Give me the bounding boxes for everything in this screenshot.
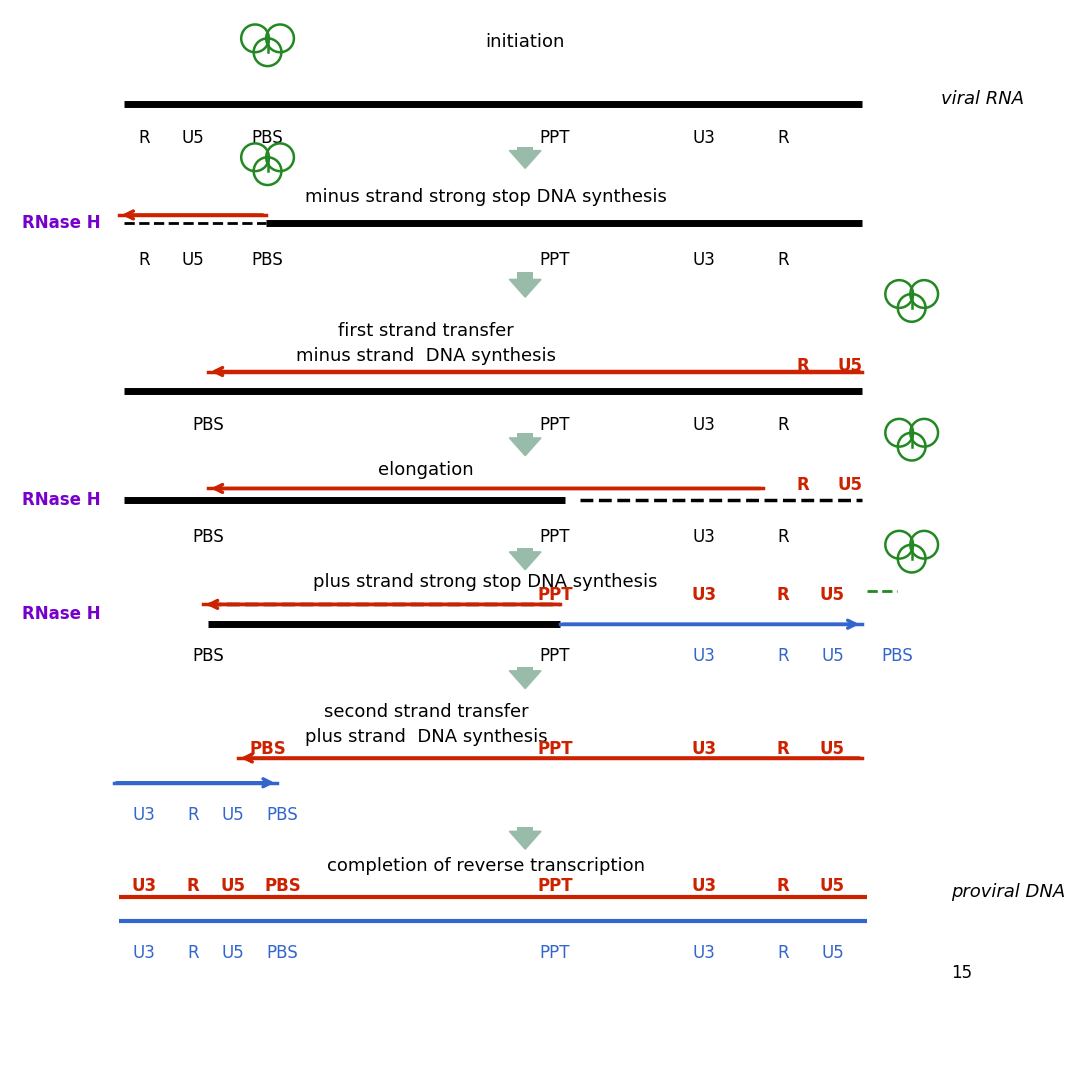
Text: PBS: PBS xyxy=(192,647,224,665)
Bar xyxy=(518,146,533,150)
Polygon shape xyxy=(509,279,541,297)
Text: PBS: PBS xyxy=(192,528,224,546)
Text: R: R xyxy=(778,528,788,546)
Text: R: R xyxy=(138,129,150,147)
Text: U3: U3 xyxy=(692,250,715,268)
Text: PBS: PBS xyxy=(251,250,284,268)
Text: U5: U5 xyxy=(821,944,844,962)
Text: PPT: PPT xyxy=(539,528,570,546)
Bar xyxy=(518,827,533,831)
Text: PPT: PPT xyxy=(537,585,572,604)
Text: R: R xyxy=(188,806,199,824)
Text: PPT: PPT xyxy=(539,647,570,665)
Text: U3: U3 xyxy=(692,129,715,147)
Text: U3: U3 xyxy=(692,416,715,434)
Text: PBS: PBS xyxy=(249,740,286,758)
Text: PPT: PPT xyxy=(539,416,570,434)
Text: U5: U5 xyxy=(838,357,863,375)
Text: PBS: PBS xyxy=(251,129,284,147)
Text: second strand transfer: second strand transfer xyxy=(324,703,529,722)
Polygon shape xyxy=(509,552,541,569)
Bar xyxy=(518,273,533,279)
Text: RNase H: RNase H xyxy=(22,214,100,232)
Text: PBS: PBS xyxy=(881,647,913,665)
Text: R: R xyxy=(796,357,809,375)
Bar xyxy=(518,433,533,438)
Text: minus strand  DNA synthesis: minus strand DNA synthesis xyxy=(296,347,556,365)
Text: 15: 15 xyxy=(951,964,973,982)
Text: U5: U5 xyxy=(182,250,204,268)
Text: U5: U5 xyxy=(182,129,204,147)
Text: U5: U5 xyxy=(820,876,845,895)
Text: U5: U5 xyxy=(222,806,245,824)
Text: R: R xyxy=(778,944,788,962)
Text: RNase H: RNase H xyxy=(22,606,100,623)
Text: RNase H: RNase H xyxy=(22,491,100,509)
Text: plus strand  DNA synthesis: plus strand DNA synthesis xyxy=(305,728,547,746)
Text: PPT: PPT xyxy=(537,740,572,758)
Polygon shape xyxy=(509,831,541,850)
Text: PPT: PPT xyxy=(537,876,572,895)
Bar xyxy=(518,667,533,671)
Text: R: R xyxy=(138,250,150,268)
Text: first strand transfer: first strand transfer xyxy=(339,322,514,340)
Text: U3: U3 xyxy=(691,585,716,604)
Text: U5: U5 xyxy=(838,476,863,494)
Text: viral RNA: viral RNA xyxy=(941,90,1024,108)
Text: U5: U5 xyxy=(221,876,246,895)
Text: completion of reverse transcription: completion of reverse transcription xyxy=(327,857,644,875)
Text: U3: U3 xyxy=(132,806,155,824)
Text: PBS: PBS xyxy=(266,944,298,962)
Text: U5: U5 xyxy=(820,740,845,758)
Text: U3: U3 xyxy=(692,647,715,665)
Text: R: R xyxy=(778,416,788,434)
Text: U3: U3 xyxy=(692,944,715,962)
Text: initiation: initiation xyxy=(486,32,565,50)
Text: R: R xyxy=(188,944,199,962)
Text: U5: U5 xyxy=(222,944,245,962)
Text: PBS: PBS xyxy=(264,876,300,895)
Text: elongation: elongation xyxy=(378,461,474,479)
Text: R: R xyxy=(776,876,790,895)
Text: U3: U3 xyxy=(691,876,716,895)
Text: PPT: PPT xyxy=(539,129,570,147)
Text: PBS: PBS xyxy=(192,416,224,434)
Text: U3: U3 xyxy=(131,876,156,895)
Text: minus strand strong stop DNA synthesis: minus strand strong stop DNA synthesis xyxy=(305,188,666,206)
Text: plus strand strong stop DNA synthesis: plus strand strong stop DNA synthesis xyxy=(313,572,657,591)
Text: PBS: PBS xyxy=(266,806,298,824)
Text: U3: U3 xyxy=(132,944,155,962)
Text: R: R xyxy=(778,129,788,147)
Polygon shape xyxy=(509,438,541,455)
Text: R: R xyxy=(778,250,788,268)
Text: R: R xyxy=(187,876,200,895)
Text: PPT: PPT xyxy=(539,944,570,962)
Text: R: R xyxy=(776,740,790,758)
Polygon shape xyxy=(509,671,541,688)
Text: R: R xyxy=(778,647,788,665)
Polygon shape xyxy=(509,150,541,169)
Text: U5: U5 xyxy=(821,647,844,665)
Text: U3: U3 xyxy=(691,740,716,758)
Text: proviral DNA: proviral DNA xyxy=(951,883,1066,901)
Bar xyxy=(518,548,533,552)
Text: U5: U5 xyxy=(820,585,845,604)
Text: R: R xyxy=(776,585,790,604)
Text: U3: U3 xyxy=(692,528,715,546)
Text: PPT: PPT xyxy=(539,250,570,268)
Text: R: R xyxy=(796,476,809,494)
